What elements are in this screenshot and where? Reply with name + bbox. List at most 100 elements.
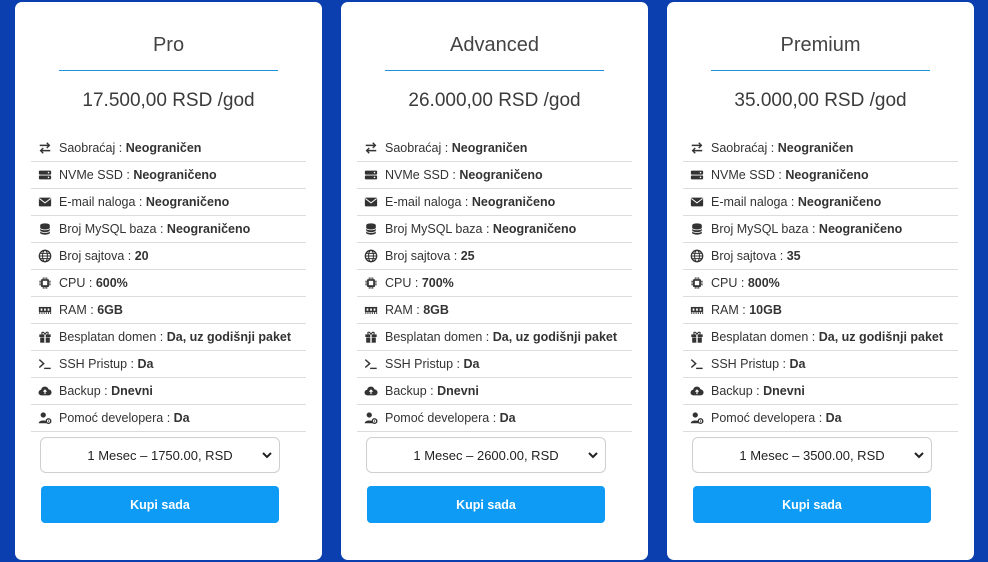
feature-value: Neograničeno: [818, 222, 903, 236]
feature-label: Pomoć developera :: [59, 411, 174, 425]
globe-icon: [689, 248, 705, 264]
feature-value: Da: [137, 357, 154, 371]
buy-now-button[interactable]: Kupi sada: [367, 486, 605, 523]
arrows-exchange-icon: [363, 140, 379, 156]
feature-value: Da: [789, 357, 806, 371]
feature-row: Besplatan domen : Da, uz godišnji paket: [31, 324, 306, 351]
feature-row: SSH Pristup : Da: [357, 351, 632, 378]
feature-label: Broj MySQL baza :: [385, 222, 493, 236]
feature-value: Neograničeno: [145, 195, 230, 209]
billing-period-select[interactable]: 1 Mesec – 3500.00, RSD: [692, 437, 932, 473]
terminal-icon: [37, 356, 53, 372]
feature-row: E-mail naloga : Neograničeno: [683, 189, 958, 216]
feature-value: Da, uz godišnji paket: [166, 330, 292, 344]
cpu-icon: [363, 275, 379, 291]
feature-value: Da: [825, 411, 842, 425]
memory-icon: [689, 302, 705, 318]
feature-label: RAM :: [711, 303, 750, 317]
plan-title: Premium: [780, 34, 861, 56]
feature-value: Da, uz godišnji paket: [818, 330, 944, 344]
feature-value: Neograničeno: [797, 195, 882, 209]
feature-row: RAM : 10GB: [683, 297, 958, 324]
feature-row: CPU : 600%: [31, 270, 306, 297]
globe-icon: [37, 248, 53, 264]
billing-period-selected: 1 Mesec – 2600.00, RSD: [413, 447, 559, 463]
hdd-icon: [363, 167, 379, 183]
feature-row: E-mail naloga : Neograničeno: [31, 189, 306, 216]
feature-value: Neograničeno: [785, 168, 869, 182]
feature-value: Neograničeno: [492, 222, 577, 236]
feature-value: Neograničeno: [133, 168, 217, 182]
feature-label: NVMe SSD :: [59, 168, 134, 182]
database-icon: [689, 221, 705, 237]
billing-period-selected: 1 Mesec – 3500.00, RSD: [739, 447, 885, 463]
feature-row: Pomoć developera : Da: [357, 405, 632, 432]
user-cog-icon: [689, 410, 705, 426]
gift-icon: [363, 329, 379, 345]
feature-row: Besplatan domen : Da, uz godišnji paket: [683, 324, 958, 351]
feature-row: Backup : Dnevni: [683, 378, 958, 405]
feature-row: NVMe SSD : Neograničeno: [31, 162, 306, 189]
title-divider: [59, 70, 278, 71]
billing-period-select[interactable]: 1 Mesec – 2600.00, RSD: [366, 437, 606, 473]
feature-label: Besplatan domen :: [59, 330, 167, 344]
globe-icon: [363, 248, 379, 264]
feature-value: 6GB: [97, 303, 123, 317]
hdd-icon: [689, 167, 705, 183]
feature-label: SSH Pristup :: [711, 357, 790, 371]
cloud-upload-icon: [363, 383, 379, 399]
feature-row: Broj MySQL baza : Neograničeno: [357, 216, 632, 243]
feature-label: Broj sajtova :: [711, 249, 787, 263]
envelope-icon: [37, 194, 53, 210]
feature-label: CPU :: [385, 276, 422, 290]
feature-label: SSH Pristup :: [59, 357, 138, 371]
feature-label: Besplatan domen :: [711, 330, 819, 344]
billing-period-selected: 1 Mesec – 1750.00, RSD: [87, 447, 233, 463]
feature-value: Neograničen: [125, 141, 202, 155]
buy-now-button[interactable]: Kupi sada: [41, 486, 279, 523]
buy-now-button[interactable]: Kupi sada: [693, 486, 931, 523]
billing-period-select[interactable]: 1 Mesec – 1750.00, RSD: [40, 437, 280, 473]
feature-label: Saobraćaj :: [711, 141, 778, 155]
plan-price: 35.000,00 RSD /god: [734, 90, 907, 111]
feature-row: Broj MySQL baza : Neograničeno: [31, 216, 306, 243]
feature-label: Broj sajtova :: [385, 249, 461, 263]
feature-label: Broj MySQL baza :: [711, 222, 819, 236]
feature-row: Saobraćaj : Neograničen: [683, 135, 958, 162]
feature-value: Neograničeno: [471, 195, 556, 209]
feature-row: RAM : 8GB: [357, 297, 632, 324]
terminal-icon: [689, 356, 705, 372]
feature-value: 700%: [421, 276, 454, 290]
feature-value: 25: [460, 249, 475, 263]
feature-label: Backup :: [385, 384, 438, 398]
feature-value: Neograničeno: [166, 222, 251, 236]
feature-value: 20: [134, 249, 149, 263]
feature-value: Dnevni: [437, 384, 479, 398]
feature-row: RAM : 6GB: [31, 297, 306, 324]
feature-value: 800%: [747, 276, 780, 290]
plan-card-premium: Premium 35.000,00 RSD /god Saobraćaj : N…: [667, 2, 974, 560]
feature-label: Broj sajtova :: [59, 249, 135, 263]
feature-label: RAM :: [385, 303, 424, 317]
feature-label: Backup :: [711, 384, 764, 398]
cpu-icon: [37, 275, 53, 291]
feature-row: E-mail naloga : Neograničeno: [357, 189, 632, 216]
plan-title: Pro: [152, 34, 185, 56]
chevron-down-icon: [588, 452, 598, 459]
feature-row: Saobraćaj : Neograničen: [357, 135, 632, 162]
title-divider: [385, 70, 604, 71]
feature-label: NVMe SSD :: [385, 168, 460, 182]
feature-row: NVMe SSD : Neograničeno: [683, 162, 958, 189]
feature-label: RAM :: [59, 303, 98, 317]
feature-row: Pomoć developera : Da: [31, 405, 306, 432]
plan-card-advanced: Advanced 26.000,00 RSD /god Saobraćaj : …: [341, 2, 648, 560]
feature-row: Broj sajtova : 35: [683, 243, 958, 270]
user-cog-icon: [37, 410, 53, 426]
feature-row: Broj sajtova : 25: [357, 243, 632, 270]
plan-title: Advanced: [450, 34, 539, 56]
gift-icon: [37, 329, 53, 345]
feature-label: Pomoć developera :: [711, 411, 826, 425]
feature-label: CPU :: [59, 276, 96, 290]
feature-list: Saobraćaj : Neograničen NVMe SSD : Neogra…: [683, 135, 958, 432]
feature-row: Besplatan domen : Da, uz godišnji paket: [357, 324, 632, 351]
